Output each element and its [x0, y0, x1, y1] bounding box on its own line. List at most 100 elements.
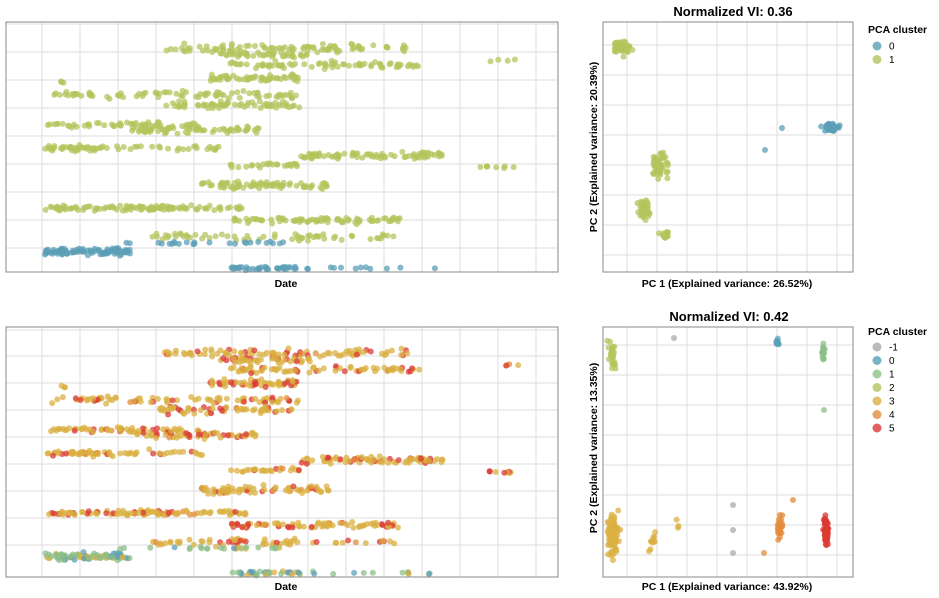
- bottom-left-x-label: Date: [275, 581, 298, 593]
- data-point: [295, 569, 302, 576]
- data-point: [273, 539, 280, 546]
- data-point: [53, 120, 60, 127]
- data-point: [166, 434, 173, 441]
- data-point: [218, 508, 224, 515]
- data-point: [220, 355, 227, 362]
- data-point: [405, 459, 412, 466]
- data-point: [434, 456, 441, 463]
- data-point: [299, 490, 306, 496]
- data-point: [173, 434, 180, 441]
- data-point: [188, 202, 195, 209]
- data-point: [315, 519, 322, 526]
- data-point: [394, 62, 401, 69]
- data-point: [124, 247, 131, 254]
- data-point: [157, 540, 164, 547]
- data-point: [235, 569, 241, 576]
- data-point: [178, 92, 184, 99]
- data-point: [58, 79, 65, 85]
- data-point: [230, 364, 237, 371]
- data-point: [45, 248, 51, 255]
- legend-swatch: [872, 41, 882, 51]
- data-point: [353, 351, 360, 358]
- data-point: [232, 50, 239, 57]
- data-point: [258, 467, 265, 474]
- data-point: [324, 487, 331, 494]
- data-point: [776, 527, 783, 534]
- data-point: [134, 431, 141, 438]
- data-point: [280, 239, 287, 246]
- data-point: [42, 145, 49, 152]
- data-point: [112, 249, 119, 256]
- data-point: [289, 378, 296, 385]
- top-right-title: Normalized VI: 0.36: [673, 4, 792, 19]
- data-point: [247, 239, 254, 246]
- data-point: [156, 450, 163, 457]
- data-point: [395, 457, 402, 464]
- data-point: [484, 163, 491, 170]
- data-point: [206, 234, 213, 241]
- data-point: [345, 537, 352, 544]
- data-point: [172, 350, 179, 357]
- data-point: [202, 346, 209, 353]
- legend-swatch: [872, 383, 882, 392]
- bottom-right-y-label: PC 2 (Explained variance: 13.35%): [588, 363, 600, 533]
- data-point: [154, 395, 161, 402]
- data-point: [383, 265, 390, 272]
- data-point: [46, 551, 52, 558]
- data-point: [370, 42, 377, 49]
- data-point: [258, 217, 265, 224]
- data-point: [226, 240, 233, 247]
- data-point: [236, 76, 243, 83]
- bottom-right-title: Normalized VI: 0.42: [669, 309, 788, 324]
- data-point: [108, 554, 115, 561]
- data-point: [194, 348, 201, 355]
- data-point: [263, 541, 270, 547]
- data-point: [84, 510, 91, 517]
- data-point: [169, 240, 176, 247]
- data-point: [59, 251, 66, 258]
- data-point: [298, 234, 305, 241]
- data-point: [138, 127, 145, 134]
- data-point: [326, 350, 333, 357]
- data-point: [323, 183, 330, 190]
- top-right-frame: [602, 21, 854, 273]
- data-point: [225, 432, 232, 439]
- data-point: [283, 91, 289, 98]
- data-point: [286, 60, 293, 67]
- data-point: [89, 249, 96, 256]
- data-point: [388, 151, 395, 158]
- data-point: [70, 249, 77, 256]
- data-point: [349, 519, 356, 525]
- data-point: [329, 522, 336, 529]
- data-point: [233, 204, 240, 211]
- data-point: [337, 365, 343, 372]
- data-point: [238, 205, 245, 212]
- data-point: [376, 453, 383, 460]
- data-point: [147, 544, 154, 551]
- data-point: [611, 545, 618, 552]
- data-point: [607, 535, 614, 542]
- data-point: [184, 509, 191, 516]
- data-point: [202, 205, 209, 212]
- data-point: [113, 394, 119, 401]
- data-point: [269, 183, 276, 190]
- data-point: [236, 44, 243, 50]
- data-point: [76, 245, 82, 252]
- data-point: [91, 146, 97, 152]
- data-point: [42, 206, 49, 213]
- data-point: [367, 236, 374, 243]
- data-point: [234, 522, 241, 528]
- data-point: [129, 429, 136, 435]
- data-point: [186, 536, 193, 543]
- data-point: [288, 95, 295, 102]
- legend-swatch: [872, 423, 882, 433]
- data-point: [637, 203, 644, 210]
- data-point: [276, 218, 283, 225]
- data-point: [303, 51, 310, 58]
- data-point: [250, 52, 257, 59]
- data-point: [169, 397, 176, 404]
- data-point: [176, 540, 183, 547]
- data-point: [431, 152, 438, 158]
- data-point: [241, 379, 248, 386]
